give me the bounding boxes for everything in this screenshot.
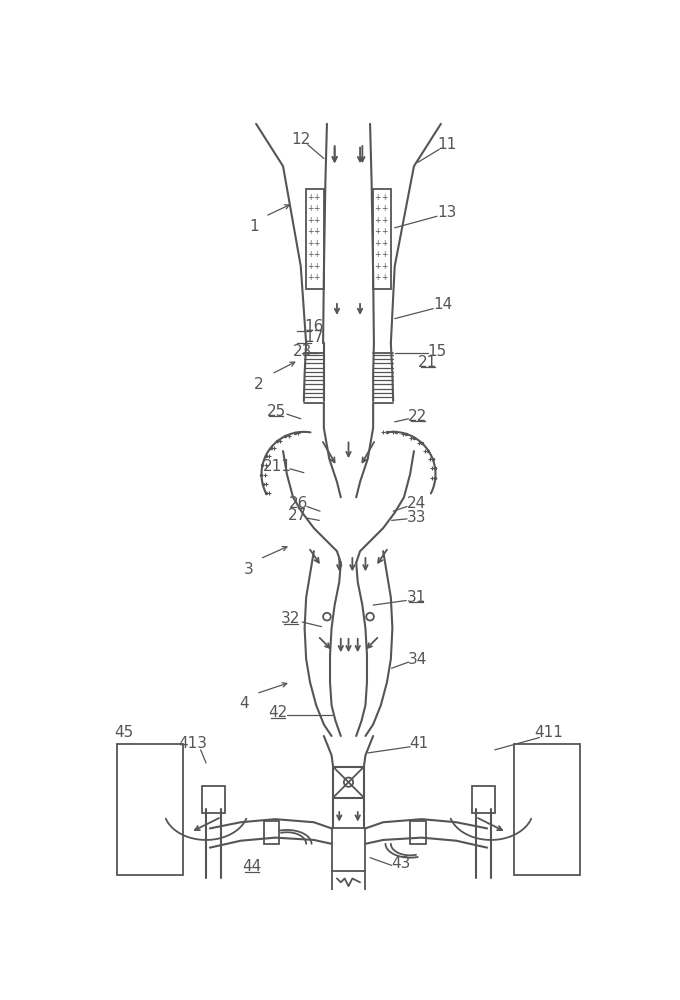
Text: +: + xyxy=(381,227,388,236)
Text: 33: 33 xyxy=(407,510,426,525)
Text: 13: 13 xyxy=(437,205,457,220)
Circle shape xyxy=(344,778,353,787)
Text: +: + xyxy=(313,216,320,225)
Text: +: + xyxy=(381,216,388,225)
Text: +: + xyxy=(374,250,380,259)
Text: 4: 4 xyxy=(240,696,250,711)
Text: +: + xyxy=(313,227,320,236)
Text: 14: 14 xyxy=(432,297,452,312)
Text: 44: 44 xyxy=(243,859,262,874)
Text: 15: 15 xyxy=(428,344,447,359)
Text: +: + xyxy=(313,250,320,259)
Text: +: + xyxy=(381,239,388,248)
Text: 16: 16 xyxy=(304,319,323,334)
Text: +: + xyxy=(381,192,388,202)
Text: 31: 31 xyxy=(407,590,426,605)
Text: +: + xyxy=(374,273,380,282)
Text: +: + xyxy=(381,262,388,271)
Text: +: + xyxy=(307,227,313,236)
Text: +: + xyxy=(307,192,313,202)
Bar xyxy=(472,786,495,813)
Text: 22: 22 xyxy=(408,409,428,424)
Text: 1: 1 xyxy=(250,219,259,234)
Text: +: + xyxy=(313,204,320,213)
Text: 32: 32 xyxy=(281,611,301,626)
Text: 21: 21 xyxy=(418,355,437,370)
Text: +: + xyxy=(374,227,380,236)
Text: +: + xyxy=(313,273,320,282)
Text: +: + xyxy=(307,239,313,248)
Text: 43: 43 xyxy=(391,856,411,871)
Text: +: + xyxy=(374,216,380,225)
Text: 3: 3 xyxy=(243,562,253,577)
Bar xyxy=(306,189,324,289)
Text: +: + xyxy=(374,204,380,213)
Text: 413: 413 xyxy=(178,736,207,751)
Text: 42: 42 xyxy=(268,705,287,720)
Text: 24: 24 xyxy=(407,496,426,511)
Text: 34: 34 xyxy=(408,652,428,666)
Circle shape xyxy=(367,613,374,620)
Bar xyxy=(118,744,183,875)
Text: +: + xyxy=(307,273,313,282)
Text: 26: 26 xyxy=(289,496,308,511)
Text: 27: 27 xyxy=(288,508,307,523)
Bar xyxy=(514,744,579,875)
Bar xyxy=(373,189,391,289)
Text: +: + xyxy=(307,216,313,225)
Text: 23: 23 xyxy=(293,344,312,359)
Text: 411: 411 xyxy=(534,725,563,740)
Text: 41: 41 xyxy=(410,736,429,751)
Text: +: + xyxy=(307,250,313,259)
Text: +: + xyxy=(374,262,380,271)
Text: 45: 45 xyxy=(114,725,133,740)
Text: +: + xyxy=(313,262,320,271)
Bar xyxy=(332,828,365,871)
Text: +: + xyxy=(381,250,388,259)
Bar xyxy=(202,786,225,813)
Text: 12: 12 xyxy=(291,132,310,147)
Text: +: + xyxy=(381,273,388,282)
Text: 25: 25 xyxy=(267,404,286,419)
Text: 17: 17 xyxy=(304,330,323,345)
Text: +: + xyxy=(374,239,380,248)
Text: 11: 11 xyxy=(437,137,457,152)
Text: 2: 2 xyxy=(254,377,264,392)
Bar xyxy=(410,821,426,844)
Text: +: + xyxy=(307,262,313,271)
Text: +: + xyxy=(374,192,380,202)
Text: +: + xyxy=(313,239,320,248)
Bar xyxy=(264,821,279,844)
Text: 211: 211 xyxy=(263,459,292,474)
Text: +: + xyxy=(307,204,313,213)
Text: +: + xyxy=(381,204,388,213)
Text: +: + xyxy=(313,192,320,202)
Circle shape xyxy=(323,613,330,620)
